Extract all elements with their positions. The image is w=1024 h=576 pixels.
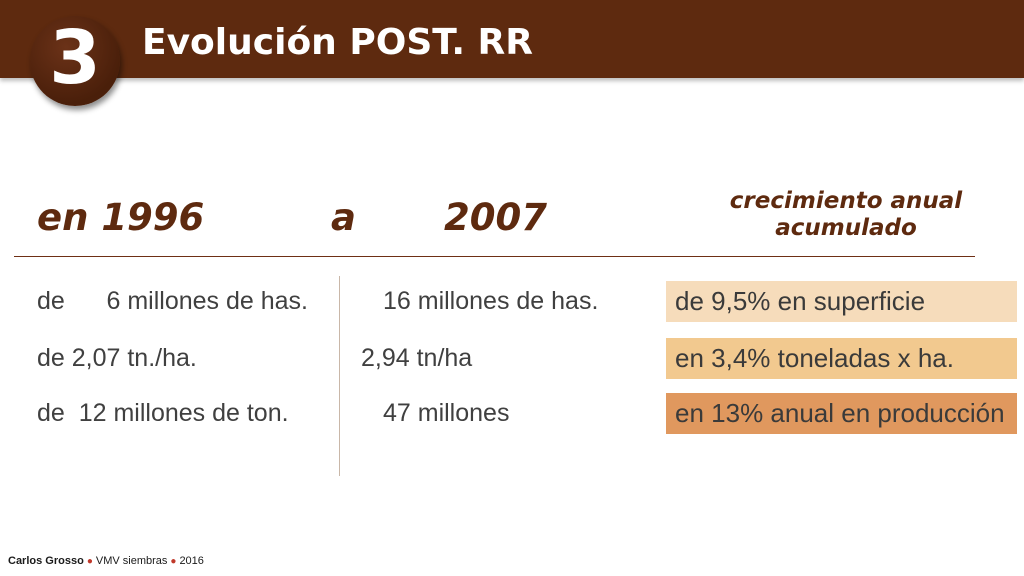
row-1-from: de 6 millones de has. xyxy=(37,287,308,315)
row-2-from: de 2,07 tn./ha. xyxy=(37,344,197,372)
row-1-growth-box: de 9,5% en superficie xyxy=(666,281,1017,322)
row-1-to: 16 millones de has. xyxy=(383,287,599,315)
footer-year: 2016 xyxy=(179,555,204,567)
row-1-growth: de 9,5% en superficie xyxy=(675,286,926,316)
footer: Carlos Grosso ● VMV siembras ● 2016 xyxy=(8,555,204,567)
section-number-badge: 3 xyxy=(30,16,120,106)
header-bar xyxy=(0,0,1024,78)
year-from-label: en 1996 xyxy=(37,196,205,239)
section-number: 3 xyxy=(49,15,101,101)
year-connector: a xyxy=(331,196,356,239)
row-2-growth: en 3,4% toneladas x ha. xyxy=(675,343,954,373)
slide-title: Evolución POST. RR xyxy=(142,22,533,63)
growth-header: crecimiento anual acumulado xyxy=(716,188,976,242)
growth-header-line1: crecimiento anual xyxy=(729,188,963,214)
bullet-icon: ● xyxy=(86,556,93,567)
bullet-icon: ● xyxy=(170,556,177,567)
year-to-label: 2007 xyxy=(444,196,547,239)
footer-author: Carlos Grosso xyxy=(8,555,84,567)
growth-header-line2: acumulado xyxy=(775,215,917,241)
row-3-growth: en 13% anual en producción xyxy=(675,398,1005,428)
row-2-to: 2,94 tn/ha xyxy=(361,344,473,372)
column-divider xyxy=(339,276,340,476)
footer-org: VMV siembras xyxy=(95,555,168,567)
header-divider xyxy=(14,256,975,257)
row-2-growth-box: en 3,4% toneladas x ha. xyxy=(666,338,1017,379)
row-3-growth-box: en 13% anual en producción xyxy=(666,393,1017,434)
row-3-from: de 12 millones de ton. xyxy=(37,399,289,427)
row-3-to: 47 millones xyxy=(383,399,510,427)
